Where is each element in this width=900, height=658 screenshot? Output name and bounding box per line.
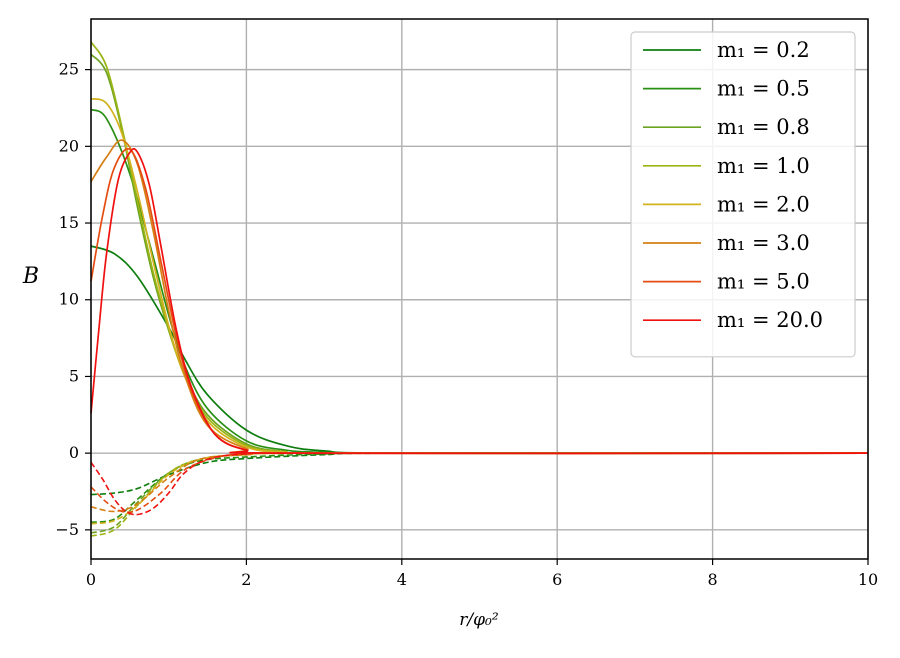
y-tick-label: 10 [59,290,79,309]
legend-label: m₁ = 1.0 [717,154,810,178]
ticks: 0 2 4 6 8 10 −5 0 5 10 15 20 25 [55,60,878,589]
x-tick-label: 8 [708,570,718,589]
legend: m₁ = 0.2 m₁ = 0.5 m₁ = 0.8 m₁ = 1.0 m₁ = 2.0… [630,31,856,358]
series-line-dashed [90,452,869,534]
plot-frame [90,18,869,560]
y-tick-label: 15 [59,213,79,232]
y-axis-label: B [22,264,39,289]
x-tick-label: 0 [86,570,96,589]
series-line-dashed [90,452,869,537]
x-tick-label: 4 [397,570,407,589]
legend-label: m₁ = 20.0 [717,308,823,332]
plot-lines [90,41,869,537]
legend-label: m₁ = 0.5 [717,77,810,101]
legend-label: m₁ = 2.0 [717,192,810,216]
legend-label: m₁ = 0.2 [717,38,810,62]
series-line-dashed [90,452,869,523]
y-tick-label: 20 [59,136,79,155]
x-tick-label: 6 [552,570,562,589]
y-tick-label: 5 [69,366,79,385]
legend-label: m₁ = 3.0 [717,231,810,255]
series-line-dashed [90,452,869,525]
y-tick-label: 0 [69,443,79,462]
y-tick-label: −5 [55,520,79,539]
x-tick-label: 10 [858,570,878,589]
x-axis-label: r/φ₀² [459,610,499,630]
y-tick-label: 25 [59,60,79,79]
legend-label: m₁ = 0.8 [717,115,810,139]
series-line [90,147,869,455]
legend-label: m₁ = 5.0 [717,270,810,294]
x-tick-label: 2 [241,570,251,589]
legend-box [630,31,856,358]
